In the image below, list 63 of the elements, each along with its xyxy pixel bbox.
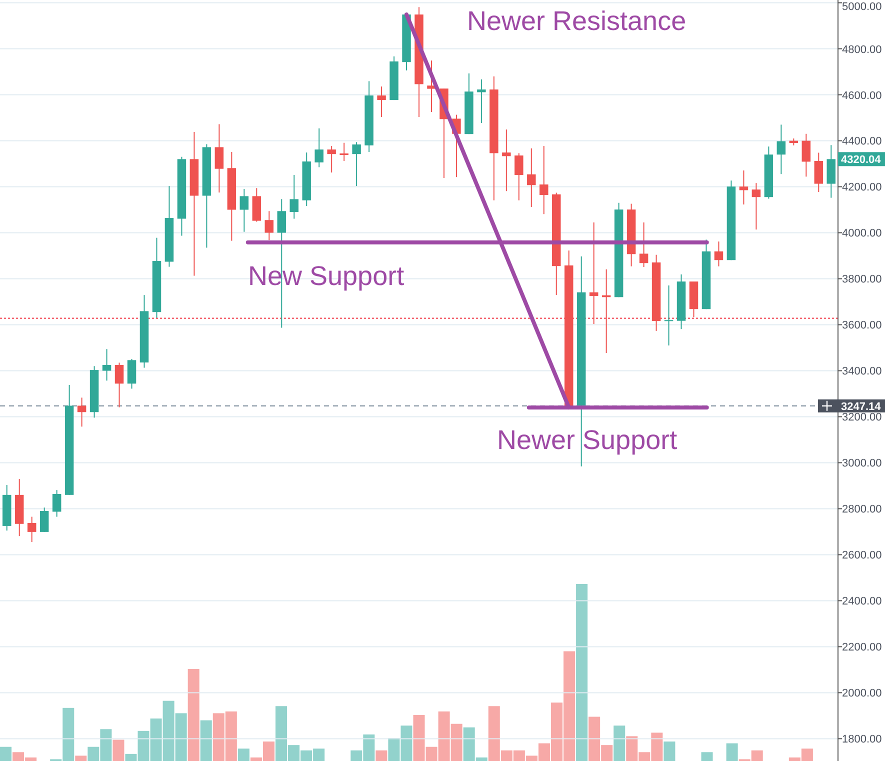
candlestick xyxy=(802,133,811,178)
candlestick xyxy=(752,182,761,230)
annotation: Newer Resistance xyxy=(467,6,686,36)
bar xyxy=(238,748,250,761)
candlestick xyxy=(214,124,224,193)
y-tick-label: 4800.00 xyxy=(842,44,882,56)
y-tick-label: 4000.00 xyxy=(842,228,882,240)
candlestick xyxy=(290,174,298,220)
candlestick xyxy=(114,362,124,408)
candlestick xyxy=(814,152,824,193)
y-tick-label: 4600.00 xyxy=(842,90,882,102)
y-tick-label: 4200.00 xyxy=(842,182,882,194)
y-tick-label: 1800.00 xyxy=(842,734,882,746)
candlestick xyxy=(127,358,136,390)
candlestick xyxy=(502,128,511,192)
candlestick xyxy=(514,152,524,201)
bar xyxy=(0,746,12,761)
annotation: Newer Support xyxy=(497,425,678,455)
candlestick xyxy=(264,210,274,241)
candlestick xyxy=(240,188,249,232)
candlestick xyxy=(540,146,548,215)
y-tick-label: 3200.00 xyxy=(842,412,882,424)
bar xyxy=(188,668,200,761)
y-tick-label: 3000.00 xyxy=(842,458,882,470)
y-tick-label: 2600.00 xyxy=(842,550,882,562)
candlestick xyxy=(639,222,648,268)
candlestick xyxy=(352,142,361,187)
candlestick xyxy=(527,148,536,208)
y-tick-label: 5000.00 xyxy=(842,1,882,13)
y-tick-label: 2000.00 xyxy=(842,688,882,700)
candlestick xyxy=(52,490,62,518)
candlestick xyxy=(102,348,112,382)
bar xyxy=(576,584,588,761)
candlestick xyxy=(77,397,86,428)
candlestick xyxy=(314,128,324,168)
candlestick xyxy=(589,222,598,325)
candlestick xyxy=(776,124,786,175)
y-tick-label: 4400.00 xyxy=(842,136,882,148)
candlestick xyxy=(477,78,486,124)
candlestick xyxy=(340,142,348,162)
bar xyxy=(200,720,212,761)
candlestick xyxy=(27,516,36,543)
candlestick xyxy=(377,86,386,118)
y-tick-label: 3600.00 xyxy=(842,320,882,332)
candlestick xyxy=(714,240,724,267)
bar xyxy=(664,742,676,761)
candlestick xyxy=(739,170,748,205)
bar xyxy=(75,756,87,761)
candlestick xyxy=(40,507,49,532)
y-tick-label: 2400.00 xyxy=(842,596,882,608)
bar xyxy=(726,743,738,761)
candlestick xyxy=(327,146,336,173)
y-tick-label: 3400.00 xyxy=(842,366,882,378)
bar xyxy=(614,726,626,761)
y-tick-label: 3800.00 xyxy=(842,274,882,286)
ref-line-label: 3247.14 xyxy=(841,400,882,413)
y-tick-label: 2800.00 xyxy=(842,504,882,516)
candlestick xyxy=(664,284,674,346)
bar xyxy=(376,750,388,761)
text: 4320.04 xyxy=(841,154,882,166)
bar xyxy=(112,740,124,761)
bar xyxy=(701,752,713,761)
y-tick-label: 2200.00 xyxy=(842,642,882,654)
